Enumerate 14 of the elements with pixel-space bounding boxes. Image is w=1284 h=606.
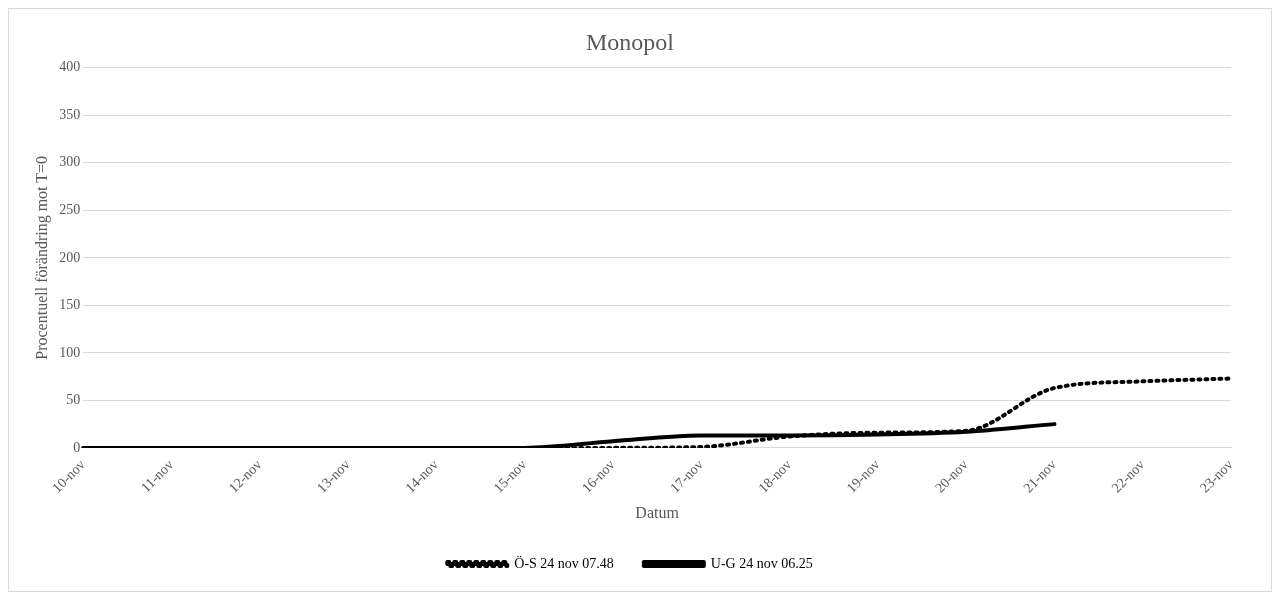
- legend-label: U-G 24 nov 06.25: [710, 555, 813, 571]
- y-tick-label: 350: [59, 106, 81, 122]
- x-axis-title: Datum: [635, 503, 680, 521]
- y-tick-label: 300: [59, 154, 81, 170]
- y-tick-label: 400: [59, 59, 81, 75]
- y-axis-title: Procentuell förändring mot T=0: [32, 155, 51, 360]
- y-tick-label: 0: [73, 439, 81, 455]
- legend-label: Ö-S 24 nov 07.48: [514, 554, 614, 571]
- y-tick-label: 200: [59, 249, 81, 265]
- chart-title: Monopol: [585, 28, 675, 55]
- y-tick-label: 50: [66, 392, 81, 408]
- y-tick-label: 100: [59, 344, 81, 360]
- y-tick-label: 250: [59, 202, 81, 217]
- y-tick-label: 150: [59, 297, 81, 313]
